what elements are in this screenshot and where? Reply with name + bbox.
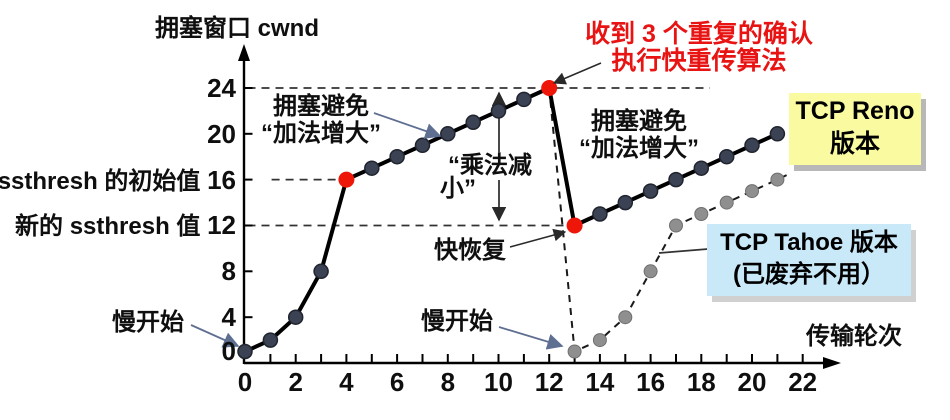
tcp-tahoe-point (694, 207, 709, 221)
fast-retransmit-line2: 执行快重传算法 (611, 47, 787, 75)
x-axis-title: 传输轮次 (806, 323, 902, 350)
tcp-reno-point (414, 137, 431, 154)
tcp-reno-point (592, 206, 608, 222)
tcp-tahoe-point (669, 218, 683, 233)
y-axis-row: 4 (222, 302, 236, 332)
tcp-tahoe-version-box: TCP Tahoe 版本 (已废弃不用） (707, 224, 911, 296)
x-tick-label: 16 (636, 367, 666, 397)
congestion-avoidance-1-line2: “加法增大” (261, 120, 381, 147)
tcp-reno-point (389, 148, 405, 165)
tcp-reno-point (465, 114, 481, 131)
tcp-tahoe-point (643, 264, 658, 279)
x-tick-label: 12 (534, 367, 564, 397)
y-tick-label: 16 (207, 164, 236, 195)
multiplicative-decrease-line2: 小” (438, 175, 478, 203)
slow-start-1-arrow (190, 324, 240, 348)
y-axis-title: 拥塞窗口 cwnd (154, 15, 319, 42)
tahoe-box-connector (658, 248, 709, 254)
tcp-tahoe-box-line1: TCP Tahoe 版本 (720, 229, 898, 256)
x-tick-label: 0 (237, 367, 253, 397)
fast-retransmit-arrow (552, 62, 602, 85)
tcp-reno-point (693, 160, 710, 176)
congestion-avoidance-label-2: 拥塞避免 “加法增大” (559, 108, 719, 162)
tcp-reno-point (718, 148, 735, 165)
tcp-reno-point (490, 103, 507, 119)
x-tick-label: 22 (788, 367, 818, 397)
tcp-tahoe-point (745, 184, 759, 199)
slow-start-label-2: 慢开始 (421, 308, 493, 335)
tcp-reno-point (617, 194, 634, 211)
y-tick-label: 4 (221, 302, 236, 333)
tcp-reno-point (237, 343, 253, 360)
congestion-event-point (338, 171, 355, 188)
tcp-reno-point (642, 183, 659, 199)
tcp-reno-box-line2: 版本 (829, 130, 880, 158)
y-tick-label: 20 (207, 118, 236, 149)
x-tick-label: 20 (737, 367, 767, 397)
y-axis-prefix-label: ssthresh 的初始值 (0, 167, 208, 195)
y-tick-label: 0 (221, 336, 236, 366)
x-tick-label: 10 (484, 367, 513, 397)
tcp-reno-line (243, 86, 780, 354)
slow-start-label-1: 慢开始 (112, 309, 184, 336)
fast-recovery-label: 快恢复 (434, 237, 506, 264)
x-tick-label: 2 (288, 367, 303, 397)
y-axis-row-named: ssthresh 的初始值 16 (0, 165, 236, 195)
y-axis-row: 8 (222, 256, 236, 286)
tcp-reno-point (440, 126, 456, 142)
tcp-reno-point (744, 137, 760, 154)
congestion-avoidance-1-arrow (373, 112, 442, 139)
tcp-tahoe-point (770, 172, 785, 187)
congestion-avoidance-2-line2: “加法增大” (579, 135, 699, 162)
congestion-event-point (566, 217, 583, 234)
fast-recovery-arrow (509, 228, 567, 248)
slow-start-2-arrow (498, 326, 564, 350)
x-tick-label: 14 (585, 367, 615, 397)
congestion-avoidance-2-line1: 拥塞避免 (591, 108, 687, 135)
tcp-reno-point (668, 171, 684, 188)
y-axis-row-named: 新的 ssthresh 值 12 (15, 210, 236, 240)
y-axis-row: 0 (222, 336, 236, 366)
x-tick-label: 8 (440, 367, 456, 397)
y-tick-label: 12 (207, 210, 236, 241)
x-tick-label: 4 (339, 367, 354, 397)
tcp-reno-point (516, 91, 532, 108)
tcp-reno-point (313, 263, 329, 280)
tcp-tahoe-point (567, 344, 582, 359)
tcp-tahoe-point (592, 333, 607, 348)
y-axis-row: 20 (207, 119, 236, 149)
tcp-reno-point (364, 160, 380, 176)
congestion-avoidance-label-1: 拥塞避免 “加法增大” (241, 93, 401, 147)
congestion-avoidance-1-line1: 拥塞避免 (273, 93, 369, 120)
y-axis-row: 24 (207, 73, 236, 103)
fast-retransmit-note: 收到 3 个重复的确认 执行快重传算法 (570, 21, 828, 75)
tcp-reno-point (287, 309, 304, 325)
tcp-reno-point (769, 126, 786, 142)
y-tick-label: 24 (207, 72, 236, 103)
tcp-reno-version-box: TCP Reno 版本 (789, 93, 921, 165)
x-tick-label: 18 (686, 367, 716, 397)
x-tick-label: 6 (389, 367, 405, 397)
y-axis-arrowhead (238, 44, 250, 61)
y-axis-prefix-label: 新的 ssthresh 值 (15, 213, 208, 241)
y-tick-label: 8 (221, 256, 236, 287)
tcp-reno-point (262, 332, 279, 348)
tcp-tahoe-box-line2: (已废弃不用） (733, 261, 885, 288)
tcp-reno-box-line1: TCP Reno (795, 97, 915, 125)
x-axis-arrowhead (823, 357, 841, 369)
tcp-tahoe-point (719, 195, 734, 210)
fast-retransmit-line1: 收到 3 个重复的确认 (585, 20, 813, 48)
tcp-tahoe-point (618, 310, 633, 325)
